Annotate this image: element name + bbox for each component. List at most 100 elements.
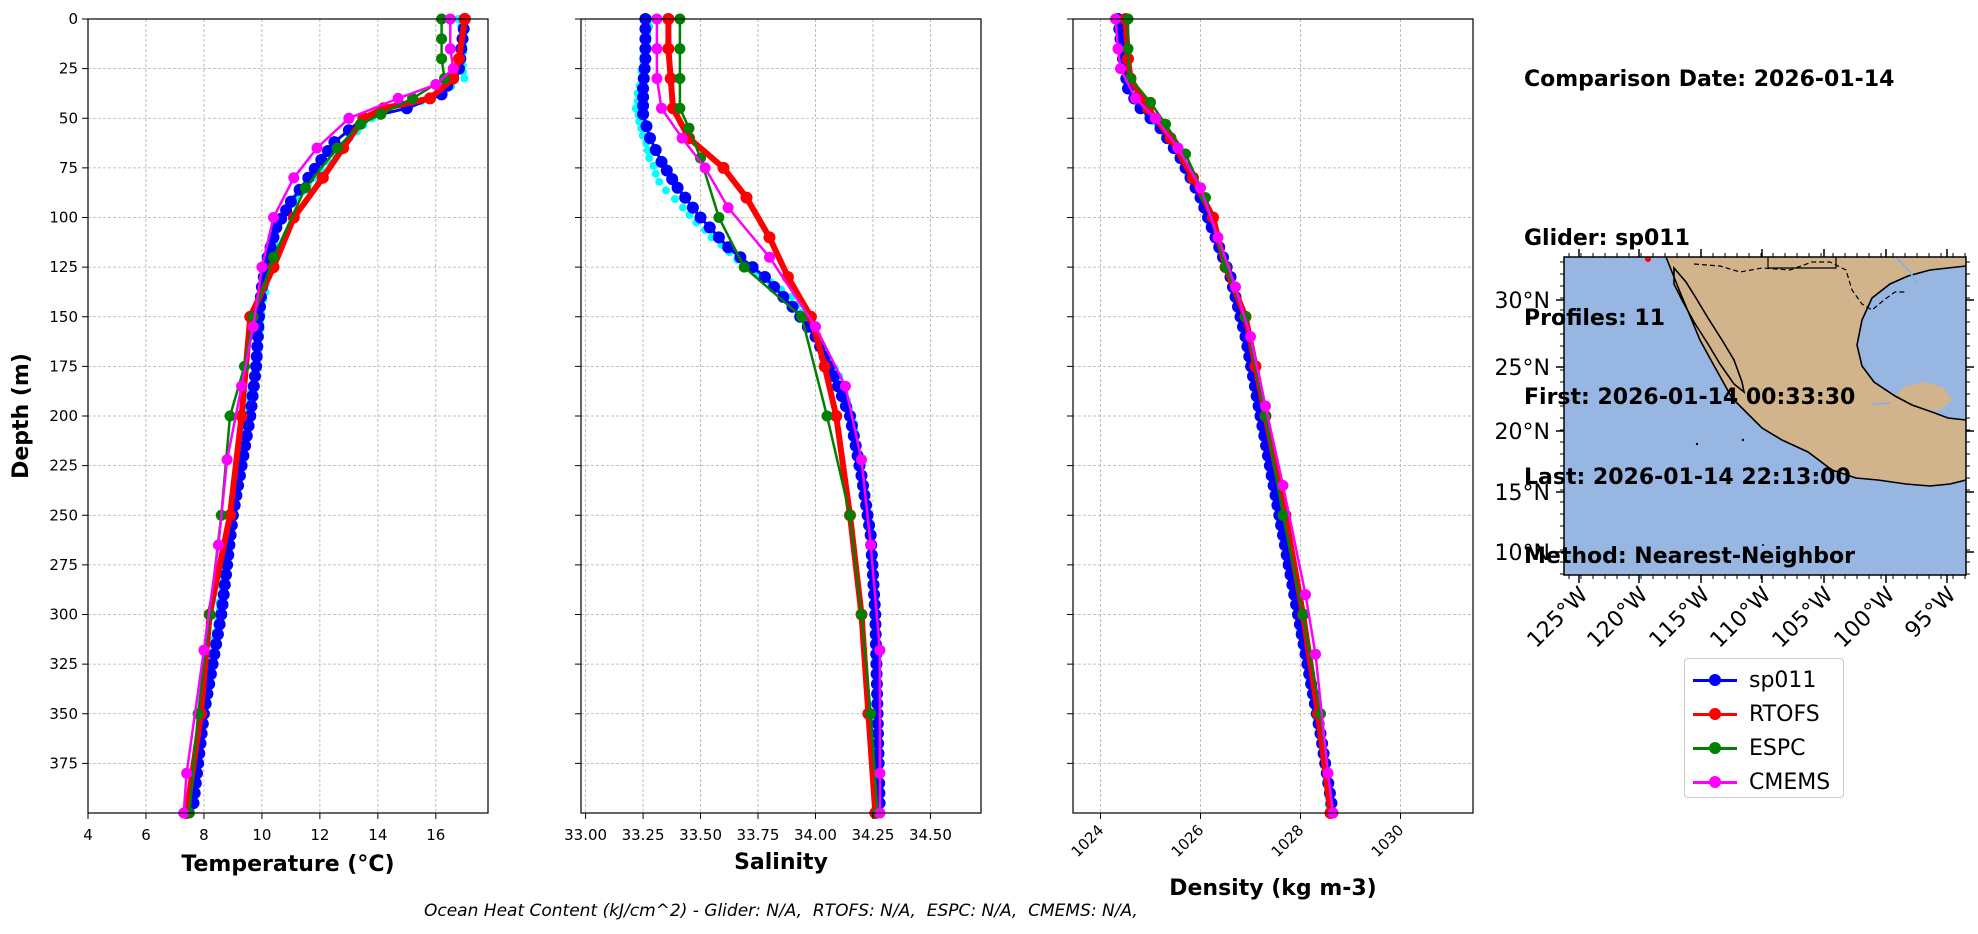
first-profile-time: First: 2026-01-14 00:33:30: [1524, 385, 1856, 410]
data-point: [436, 33, 448, 45]
data-point: [206, 658, 219, 671]
x-axis-label: Density (kg m-3): [1169, 876, 1377, 901]
data-point: [245, 400, 258, 413]
data-point: [651, 73, 663, 84]
legend-item-rtofs: RTOFS: [1693, 697, 1835, 731]
legend-swatch: [1693, 772, 1737, 792]
ocean-heat-content-note: Ocean Heat Content (kJ/cm^2) - Glider: N…: [424, 901, 1138, 921]
data-point: [211, 628, 224, 641]
x-tick-label: 33.25: [622, 826, 665, 844]
data-point: [1145, 96, 1156, 108]
y-tick-label: 375: [49, 754, 78, 772]
data-point: [703, 221, 716, 234]
data-point: [204, 668, 217, 680]
legend-item-cmems: CMEMS: [1693, 765, 1835, 799]
data-point: [1297, 609, 1309, 620]
data-point: [674, 43, 686, 55]
lon-label: 95°W: [1901, 582, 1962, 643]
data-point: [670, 195, 679, 203]
data-point: [810, 321, 821, 333]
border-line-2: [1767, 257, 1837, 269]
data-point: [447, 72, 460, 85]
data-point: [249, 370, 261, 383]
data-point: [237, 449, 250, 462]
data-point: [818, 360, 831, 373]
data-point: [865, 539, 877, 551]
data-point: [722, 202, 734, 214]
legend-swatch: [1693, 670, 1737, 690]
data-point: [439, 73, 450, 84]
data-point: [316, 171, 329, 184]
data-point: [763, 231, 776, 244]
data-point: [796, 311, 808, 323]
data-point: [865, 708, 877, 720]
legend-swatch: [1693, 704, 1737, 724]
data-point: [447, 63, 459, 75]
data-point: [288, 172, 300, 184]
data-point: [215, 608, 228, 621]
data-point: [676, 132, 688, 144]
data-point: [664, 72, 677, 85]
data-point: [637, 108, 650, 121]
data-point: [1195, 182, 1206, 194]
x-tick-label: 12: [310, 826, 329, 844]
data-point: [662, 186, 670, 195]
x-tick-label: 34.25: [851, 826, 894, 844]
y-tick-label: 150: [49, 308, 78, 326]
coastline: [1665, 257, 1966, 487]
info-box: Comparison Date: 2026-01-14 Glider: sp01…: [1524, 14, 1894, 597]
data-point: [268, 251, 279, 263]
data-point: [830, 410, 843, 422]
data-point: [645, 154, 654, 162]
data-point: [270, 221, 283, 234]
data-point: [246, 390, 259, 403]
data-point: [424, 92, 436, 105]
data-point: [247, 321, 259, 333]
data-point: [444, 43, 456, 55]
data-point: [835, 390, 848, 403]
data-point: [268, 212, 279, 223]
y-tick-label: 100: [49, 209, 78, 227]
data-point: [655, 177, 664, 186]
data-point: [639, 52, 652, 65]
data-point: [240, 429, 253, 442]
x-tick-label: 1026: [1168, 821, 1208, 861]
salinity-panel: 33.00 33.25 33.50 33.75 34.00 34.25 34.50 Salin…: [564, 13, 982, 875]
y-tick-label: 225: [49, 457, 78, 475]
land-mexico-usa: [1666, 257, 1966, 486]
data-point: [649, 144, 662, 156]
data-point: [639, 32, 652, 45]
data-point: [674, 73, 686, 84]
data-point: [392, 92, 404, 104]
x-tick-label: 33.50: [679, 826, 722, 844]
data-point: [1230, 281, 1241, 293]
data-point: [331, 142, 343, 154]
lake: [1871, 402, 1891, 405]
data-point: [436, 53, 448, 65]
data-point: [1310, 648, 1321, 660]
x-tick-label: 34.00: [794, 826, 837, 844]
x-tick-label: 1024: [1068, 821, 1108, 861]
data-point: [639, 42, 652, 55]
map-frame: [1563, 256, 1967, 576]
y-tick-label: 300: [49, 606, 78, 624]
series-line: [183, 18, 468, 814]
data-point: [244, 410, 257, 422]
data-point: [224, 410, 236, 422]
data-point: [857, 479, 869, 492]
y-tick-label: 75: [59, 159, 78, 177]
y-tick-label: 350: [49, 705, 78, 723]
data-point: [651, 169, 660, 178]
data-point: [764, 251, 775, 263]
data-point: [1245, 331, 1256, 343]
lat-label: 10°N: [1495, 541, 1550, 566]
data-point: [638, 62, 651, 75]
lat-label: 20°N: [1495, 420, 1550, 445]
series-sp011: [637, 13, 886, 814]
x-tick-label: 1028: [1268, 821, 1308, 861]
data-point: [722, 241, 735, 254]
data-point: [674, 102, 686, 114]
data-point: [217, 588, 230, 601]
data-point: [699, 162, 711, 174]
glider-location-marker: [1645, 257, 1651, 262]
